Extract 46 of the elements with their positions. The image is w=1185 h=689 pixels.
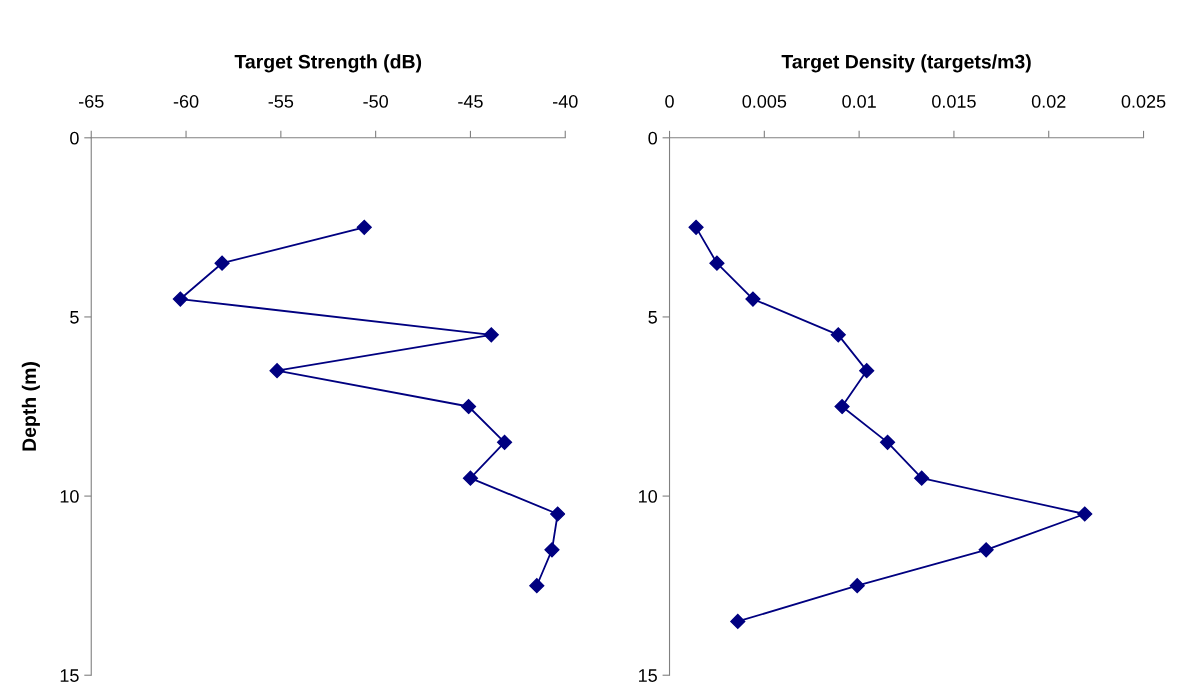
point (859, 363, 875, 379)
y-tick-label: 10 (639, 490, 658, 503)
x-tick-label: 0.02 (1031, 95, 1066, 108)
point (483, 327, 499, 343)
point (834, 398, 850, 415)
chart-title: Target Density (targets/m3) (781, 54, 1031, 73)
chart-title: Target Strength (dB) (234, 54, 422, 73)
point (1077, 506, 1093, 522)
x-tick-label: -40 (553, 95, 578, 108)
point (529, 578, 545, 594)
x-tick-label: -65 (79, 95, 104, 108)
y-axis-title: Depth (m) (21, 362, 40, 451)
x-tick-label: 0.025 (1121, 95, 1166, 108)
point (356, 219, 372, 235)
x-tick-label: 0 (665, 95, 674, 108)
point (172, 291, 188, 307)
point (830, 327, 846, 343)
y-tick-label: 10 (60, 490, 79, 503)
point (462, 470, 479, 486)
y-tick-label: 5 (648, 311, 657, 324)
x-tick-label: -60 (173, 95, 199, 108)
point (978, 542, 994, 558)
point (550, 506, 566, 522)
x-tick-label: -50 (363, 95, 388, 108)
y-tick-label: 15 (639, 669, 657, 682)
y-tick-label: 5 (70, 311, 79, 324)
point (497, 434, 513, 450)
point (214, 255, 230, 271)
y-tick-label: 0 (70, 131, 79, 145)
point (460, 398, 477, 415)
point (709, 255, 725, 271)
point (544, 542, 560, 558)
point (745, 291, 761, 307)
x-tick-label: 0.015 (932, 95, 976, 108)
y-tick-label: 15 (60, 669, 79, 682)
y-tick-label: 0 (648, 131, 658, 145)
x-tick-label: -55 (268, 95, 294, 108)
x-tick-label: 0.01 (842, 95, 876, 108)
point (879, 434, 896, 450)
point (688, 219, 704, 235)
x-tick-label: 0.005 (742, 95, 787, 108)
x-tick-label: -45 (458, 95, 483, 108)
point (269, 363, 285, 379)
point (914, 470, 930, 486)
point (730, 613, 746, 630)
point (849, 578, 865, 594)
